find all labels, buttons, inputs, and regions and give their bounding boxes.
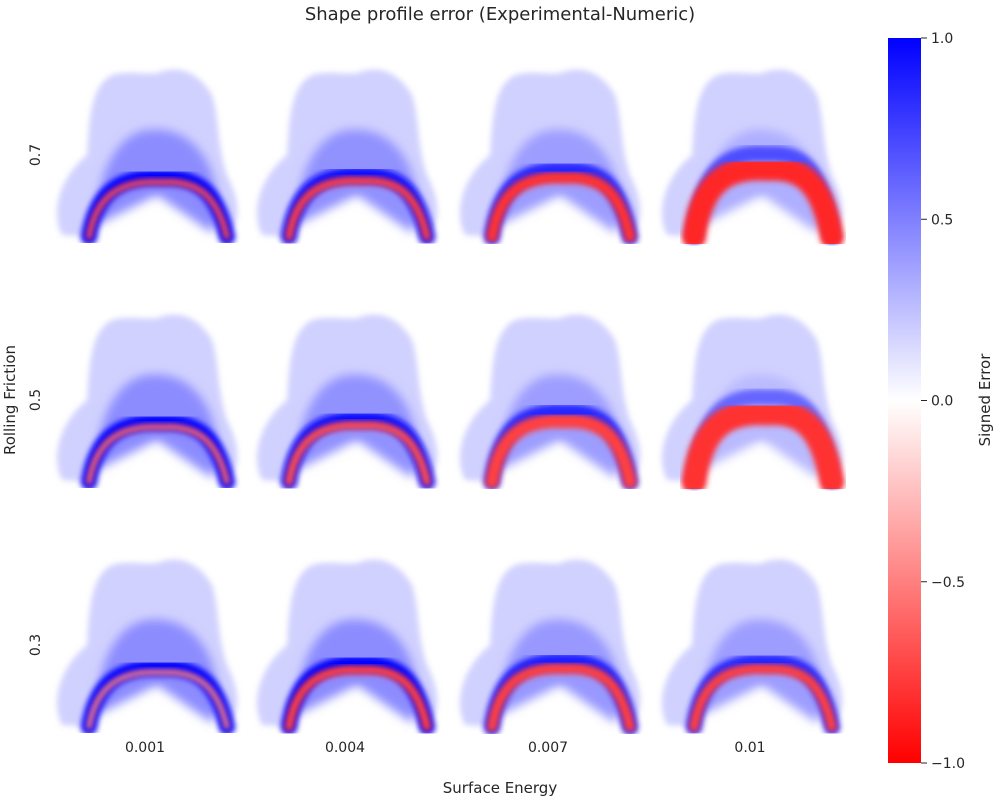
heatmap-grid (56, 69, 845, 735)
y-tick-label: 0.7 (28, 144, 44, 166)
heatmap-panel (661, 314, 845, 495)
y-tick-labels: 0.7 0.5 0.3 (28, 144, 44, 656)
panel-negative-band (485, 414, 637, 489)
heatmap-panel (661, 69, 844, 249)
panel-negative-band (284, 420, 432, 487)
colorbar-label: Signed Error (976, 353, 994, 447)
x-tick-label: 0.01 (734, 740, 765, 756)
y-tick-label: 0.5 (28, 389, 44, 411)
panel-negative-band (85, 178, 231, 241)
colorbar-ticks: 1.0 0.5 0.0 −0.5 −1.0 (921, 31, 965, 772)
heatmap-panel (56, 69, 238, 245)
heatmap-panel (459, 559, 641, 735)
heatmap-panel (56, 314, 238, 490)
heatmap-panel (661, 559, 843, 735)
panel-negative-band (486, 663, 636, 733)
heatmap-panel (459, 314, 641, 490)
panel-negative-band (688, 663, 838, 733)
colorbar-tick-label: 1.0 (931, 31, 953, 47)
y-axis-label: Rolling Friction (1, 345, 19, 455)
panel-negative-band (85, 423, 231, 486)
heatmap-panel (256, 314, 438, 490)
colorbar-tick-label: −0.5 (931, 575, 965, 591)
panel-negative-band (681, 400, 845, 495)
colorbar-tick-label: 0.0 (931, 394, 953, 410)
y-tick-label: 0.3 (28, 634, 44, 656)
colorbar: 1.0 0.5 0.0 −0.5 −1.0 Signed Error (888, 31, 994, 772)
x-tick-label: 0.004 (325, 740, 365, 756)
heatmap-panel (256, 69, 438, 245)
panel-negative-band (86, 669, 230, 730)
colorbar-tick-label: −1.0 (931, 756, 965, 772)
x-tick-label: 0.007 (528, 740, 568, 756)
x-tick-label: 0.001 (125, 740, 165, 756)
chart-title: Shape profile error (Experimental-Numeri… (305, 4, 695, 25)
heatmap-panel (459, 69, 641, 245)
panel-negative-band (284, 665, 432, 732)
heatmap-panel (256, 559, 438, 735)
x-axis-label: Surface Energy (443, 779, 558, 797)
colorbar-tick-label: 0.5 (931, 212, 953, 228)
colorbar-gradient (888, 38, 921, 763)
panel-negative-band (486, 171, 636, 243)
x-tick-labels: 0.001 0.004 0.007 0.01 (125, 740, 766, 756)
panel-negative-band (682, 156, 844, 249)
heatmap-panel (56, 559, 238, 735)
panel-negative-band (285, 176, 431, 241)
